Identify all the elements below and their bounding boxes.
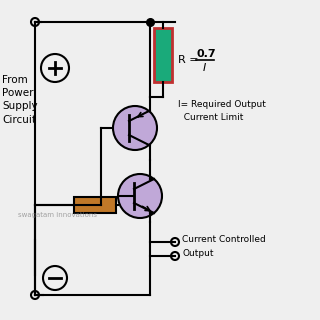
Text: 0.7: 0.7: [196, 49, 216, 59]
Text: swagatam innovations: swagatam innovations: [18, 212, 97, 218]
Bar: [154, 28, 172, 82]
Text: R =: R =: [178, 55, 202, 65]
Text: From
Power
Supply
Circuit: From Power Supply Circuit: [2, 75, 38, 124]
Circle shape: [113, 106, 157, 150]
Text: I: I: [203, 63, 206, 73]
Text: Current Controlled: Current Controlled: [182, 236, 266, 244]
Text: I= Required Output
  Current Limit: I= Required Output Current Limit: [178, 100, 266, 122]
Bar: [74, 197, 116, 213]
Text: Output: Output: [182, 250, 213, 259]
Circle shape: [118, 174, 162, 218]
